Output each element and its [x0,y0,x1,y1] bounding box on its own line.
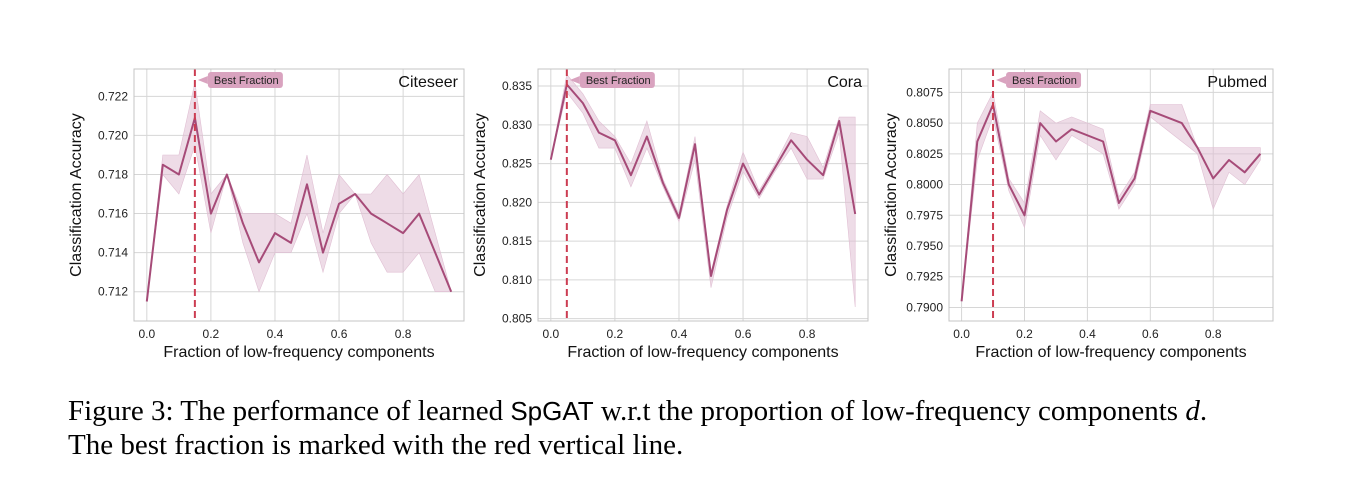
caption-model-name: SpGAT [510,396,594,426]
y-tick-label: 0.716 [98,207,128,221]
annotation-label: Best Fraction [1012,75,1077,87]
y-tick-label: 0.805 [502,312,532,326]
plot-frame [537,68,869,322]
x-tick-label: 0.0 [138,327,155,341]
y-tick-label: 0.825 [502,157,532,171]
x-tick-label: 0.2 [607,327,624,341]
y-tick-label: 0.8000 [906,178,943,192]
plot-frame [948,68,1274,322]
annotation-box [207,72,283,88]
y-tick-label: 0.820 [502,195,532,209]
x-tick-label: 0.6 [735,327,752,341]
y-tick-label: 0.815 [502,234,532,248]
caption-line-2: The best fraction is marked with the red… [68,429,684,461]
dataset-label: Pubmed [1207,74,1267,91]
caption-suffix: . [1199,395,1208,427]
accuracy-line [549,83,857,277]
accuracy-line [960,103,1262,302]
y-tick-label: 0.7975 [906,208,943,222]
chart-panel-1: Best Fraction Citeseer 0.0 0.2 0.4 0.6 0.8 0.71… [68,68,465,361]
annotation-box [579,72,655,88]
x-tick-label: 0.2 [203,327,220,341]
figure-caption: Figure 3: The performance of learned SpG… [68,394,1318,462]
annotation-box [1006,72,1082,88]
annotation-arrow [569,76,580,84]
x-tick-label: 0.4 [671,327,688,341]
y-tick-label: 0.8050 [906,116,943,130]
y-tick-label: 0.810 [502,273,532,287]
accuracy-line [145,116,453,302]
y-tick-label: 0.8075 [906,85,943,99]
annotation-label: Best Fraction [214,75,279,87]
y-axis-label: Classification Accuracy [472,113,489,277]
y-tick-label: 0.718 [98,167,128,181]
y-tick-label: 0.714 [98,246,128,260]
annotation-label: Best Fraction [586,75,651,87]
dataset-label: Citeseer [398,74,458,91]
y-tick-label: 0.720 [98,128,128,142]
chart-panel-2: Best Fraction Cora 0.0 0.2 0.4 0.6 0.8 0.805 0.8… [472,68,869,361]
x-axis-label: Fraction of low-frequency components [975,344,1246,361]
x-tick-label: 0.6 [331,327,348,341]
figure: Best Fraction Citeseer 0.0 0.2 0.4 0.6 0.8 0.71… [68,68,1274,361]
y-tick-label: 0.830 [502,118,532,132]
y-tick-label: 0.8025 [906,147,943,161]
x-axis-label: Fraction of low-frequency components [567,344,838,361]
x-tick-label: 0.0 [542,327,559,341]
y-axis-label: Classification Accuracy [68,113,85,277]
x-axis-label: Fraction of low-frequency components [163,344,434,361]
confidence-band [550,73,856,308]
x-tick-label: 0.8 [799,327,816,341]
caption-symbol: d [1185,395,1200,427]
caption-prefix: Figure 3: The performance of learned [68,395,511,427]
x-tick-label: 0.6 [1142,327,1159,341]
x-tick-label: 0.8 [1205,327,1222,341]
x-tick-label: 0.2 [1016,327,1033,341]
y-tick-label: 0.7925 [906,270,943,284]
y-tick-label: 0.7900 [906,300,943,314]
annotation-arrow [996,76,1007,84]
x-tick-label: 0.4 [267,327,284,341]
y-tick-label: 0.835 [502,79,532,93]
y-tick-label: 0.7950 [906,239,943,253]
y-tick-label: 0.722 [98,89,128,103]
x-tick-label: 0.4 [1079,327,1096,341]
caption-middle: w.r.t the proportion of low-frequency co… [593,395,1186,427]
y-tick-label: 0.712 [98,285,128,299]
confidence-band [146,82,452,302]
y-axis-label: Classification Accuracy [883,113,900,277]
confidence-band [961,91,1261,302]
x-tick-label: 0.0 [953,327,970,341]
annotation-arrow [197,76,208,84]
x-tick-label: 0.8 [395,327,412,341]
dataset-label: Cora [827,74,862,91]
plot-frame [133,68,465,322]
chart-panel-3: Best Fraction Pubmed 0.0 0.2 0.4 0.6 0.8 0.7900… [883,68,1274,361]
